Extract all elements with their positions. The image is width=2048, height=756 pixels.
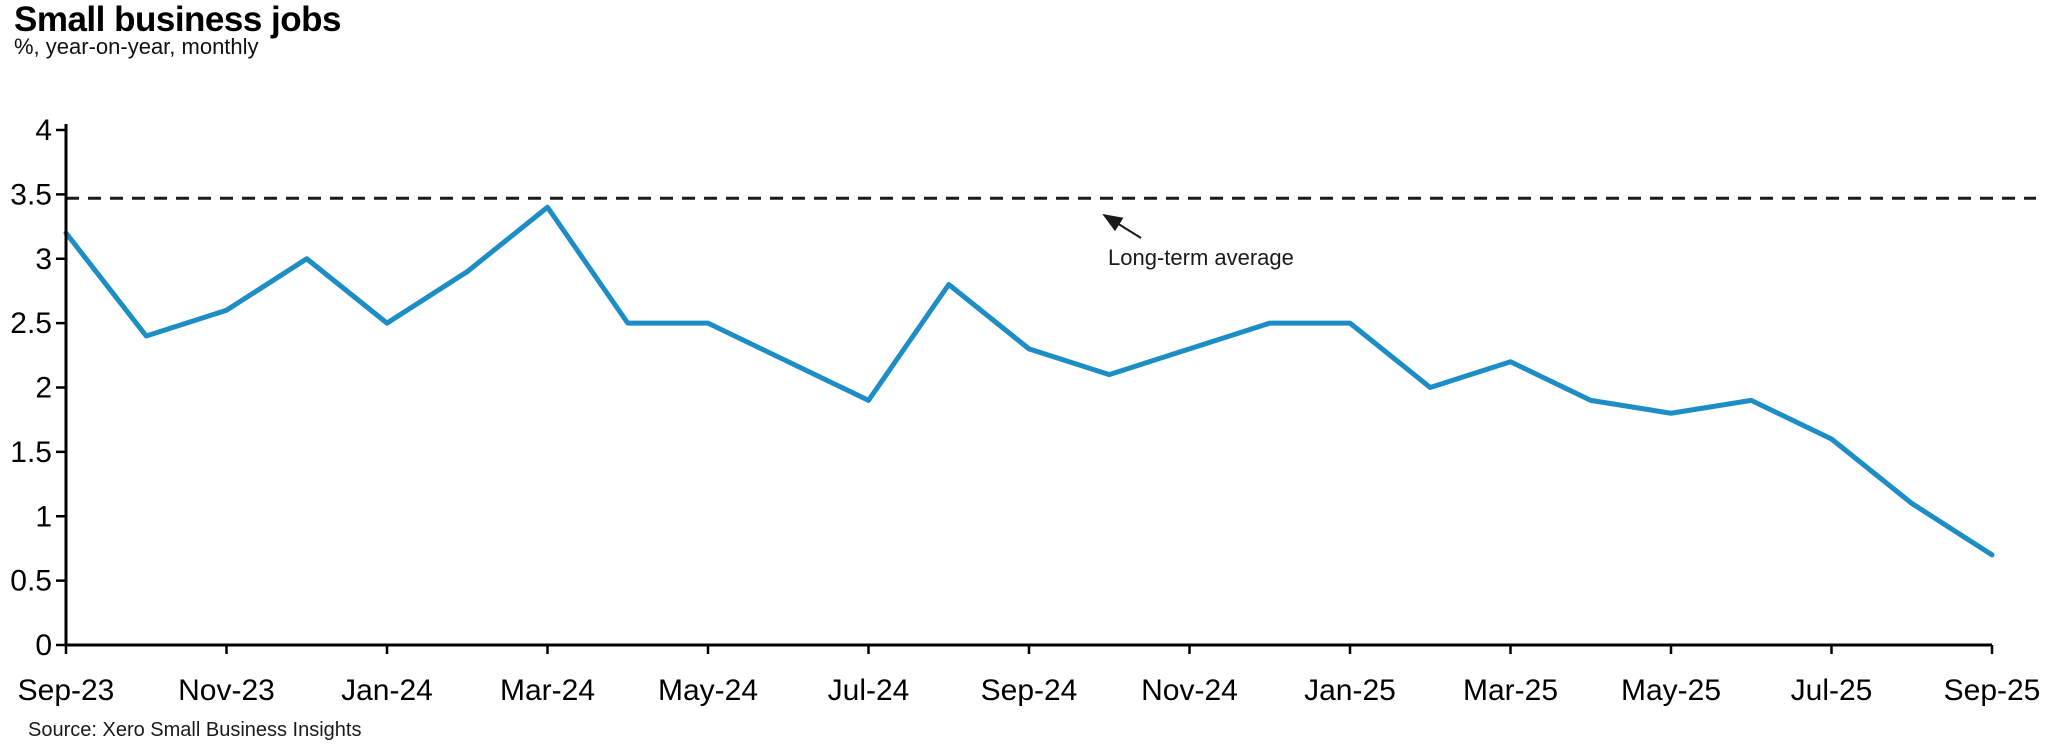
y-axis-tick-label: 3.5 (10, 178, 52, 211)
y-axis-tick-label: 0.5 (10, 565, 52, 598)
chart-title: Small business jobs (14, 0, 342, 39)
chart-subtitle: %, year-on-year, monthly (14, 34, 259, 59)
x-axis-tick-label: Nov-24 (1141, 674, 1238, 707)
y-axis-tick-label: 1.5 (10, 436, 52, 469)
y-axis-tick-label: 1 (35, 500, 52, 533)
y-axis-tick-label: 2.5 (10, 307, 52, 340)
x-axis-tick-label: Sep-25 (1944, 674, 2041, 707)
x-axis-tick-label: Sep-24 (981, 674, 1078, 707)
x-axis-tick-label: Nov-23 (178, 674, 275, 707)
x-axis-tick-label: Jan-24 (341, 674, 433, 707)
data-series-line (63, 204, 1995, 558)
annotation-arrow (1102, 213, 1142, 239)
y-axis-tick-label: 2 (35, 372, 52, 405)
x-axis-tick-label: May-24 (658, 674, 758, 707)
source-note: Source: Xero Small Business Insights (28, 719, 362, 741)
long-term-average-label: Long-term average (1108, 245, 1294, 270)
x-axis-tick-label: Sep-23 (18, 674, 115, 707)
x-axis-tick-label: Jul-25 (1791, 674, 1873, 707)
x-axis-tick-label: Mar-24 (500, 674, 595, 707)
y-axis-tick-label: 3 (35, 243, 52, 276)
y-axis-tick-label: 0 (35, 629, 52, 662)
y-axis-tick-label: 4 (35, 114, 52, 147)
x-axis-tick-label: Mar-25 (1463, 674, 1558, 707)
x-axis-tick-label: Jul-24 (828, 674, 910, 707)
x-axis-tick-label: Jan-25 (1304, 674, 1396, 707)
x-axis-tick-label: May-25 (1621, 674, 1721, 707)
